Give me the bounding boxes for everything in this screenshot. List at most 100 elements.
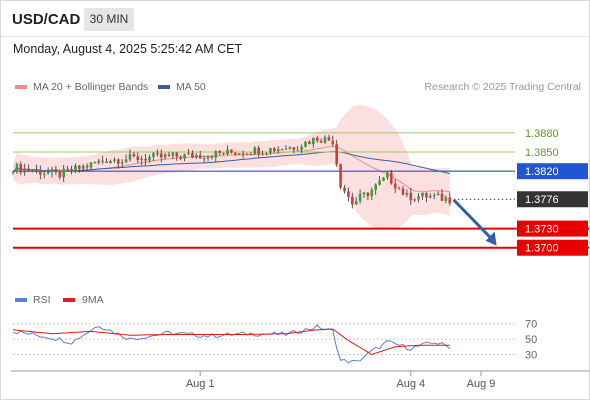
candle	[354, 197, 358, 206]
level-tag-1.3776	[517, 191, 588, 208]
candle	[413, 198, 416, 203]
candle-body	[312, 137, 315, 145]
candle	[237, 153, 241, 155]
candle-body	[265, 153, 268, 155]
candle-body	[163, 154, 167, 158]
candle	[382, 177, 385, 182]
level-label-1.3880: 1.3880	[525, 128, 559, 140]
ma20-legend-label: MA 20 + Bollinger Bands	[33, 81, 149, 93]
candle	[202, 155, 206, 163]
candle	[284, 145, 288, 150]
candle-body	[195, 155, 198, 158]
ma9-swatch	[63, 298, 75, 302]
candle	[11, 170, 15, 175]
time-label: Aug 4	[396, 378, 425, 390]
candle-body	[50, 168, 54, 173]
candle-body	[97, 160, 101, 163]
candle	[128, 149, 132, 162]
level-label-1.3700: 1.3700	[525, 243, 559, 255]
candle	[31, 169, 34, 173]
rsi-tick-30: 30	[525, 349, 537, 361]
candle	[144, 153, 147, 166]
candle	[171, 151, 175, 160]
candle-body	[226, 149, 229, 155]
candle	[347, 187, 350, 202]
candle	[409, 187, 413, 205]
candle-body	[362, 192, 366, 195]
candle	[343, 184, 346, 194]
candle	[124, 154, 128, 164]
candle	[358, 189, 362, 204]
candle	[386, 171, 389, 181]
candle	[378, 176, 381, 186]
candle-body	[269, 148, 272, 154]
candle	[159, 149, 163, 163]
timeframe-badge[interactable]: 30 MIN	[84, 8, 134, 31]
candle-body	[386, 172, 389, 178]
candle-body	[167, 154, 171, 156]
candle-body	[136, 156, 140, 161]
candle-body	[42, 173, 46, 175]
ma9-line	[12, 328, 450, 356]
candle	[113, 157, 116, 164]
candle	[78, 164, 81, 173]
forecast-arrow-head	[485, 231, 497, 246]
candle	[312, 137, 315, 148]
candle	[273, 147, 276, 153]
candle	[218, 150, 221, 156]
candle	[117, 158, 120, 169]
candle	[226, 145, 229, 156]
candle	[175, 152, 179, 161]
rsi-panel: 70 50 30	[12, 319, 537, 364]
candle	[148, 154, 151, 163]
candle-body	[159, 153, 163, 158]
rsi-line	[12, 324, 451, 364]
candle-body	[19, 164, 23, 173]
candle	[27, 164, 30, 172]
candle-body	[440, 193, 444, 201]
candle	[234, 152, 237, 156]
candle	[253, 145, 257, 155]
bollinger-band	[13, 104, 450, 230]
candle-body	[132, 154, 136, 157]
candle	[23, 163, 26, 176]
candle-body	[296, 149, 299, 151]
candle-body	[421, 192, 424, 197]
candle-body	[222, 153, 225, 155]
forecast-arrow-shaft	[452, 198, 494, 241]
candle-body	[54, 168, 58, 171]
candle	[429, 193, 432, 199]
candle	[85, 163, 89, 171]
candle	[222, 152, 225, 156]
candle-body	[237, 153, 241, 155]
level-label-1.3776: 1.3776	[525, 194, 559, 206]
candle-body	[249, 154, 253, 156]
candle	[163, 153, 167, 160]
candle	[35, 164, 38, 174]
candle-body	[152, 153, 155, 157]
candle-body	[300, 146, 303, 150]
candle-body	[128, 154, 132, 160]
time-axis: Aug 1 Aug 4 Aug 9	[11, 370, 589, 390]
candle	[370, 187, 374, 200]
level-tag-1.3700	[517, 239, 588, 256]
ma50-swatch	[158, 85, 170, 89]
level-label-1.3850: 1.3850	[525, 147, 559, 159]
candle-body	[234, 152, 237, 155]
time-label: Aug 9	[467, 378, 496, 390]
level-label-1.3820: 1.3820	[525, 166, 559, 178]
candle-body	[62, 168, 65, 178]
ma9-legend-label: 9MA	[82, 294, 104, 306]
candle	[62, 164, 65, 182]
candle	[210, 154, 214, 160]
candle	[397, 186, 401, 190]
candle	[308, 140, 311, 145]
candle	[280, 148, 284, 151]
candle	[417, 193, 420, 203]
candle	[292, 146, 296, 153]
candle	[109, 159, 112, 164]
candle	[319, 138, 323, 144]
candle	[46, 167, 50, 175]
candle	[304, 141, 307, 148]
candle	[444, 195, 448, 204]
